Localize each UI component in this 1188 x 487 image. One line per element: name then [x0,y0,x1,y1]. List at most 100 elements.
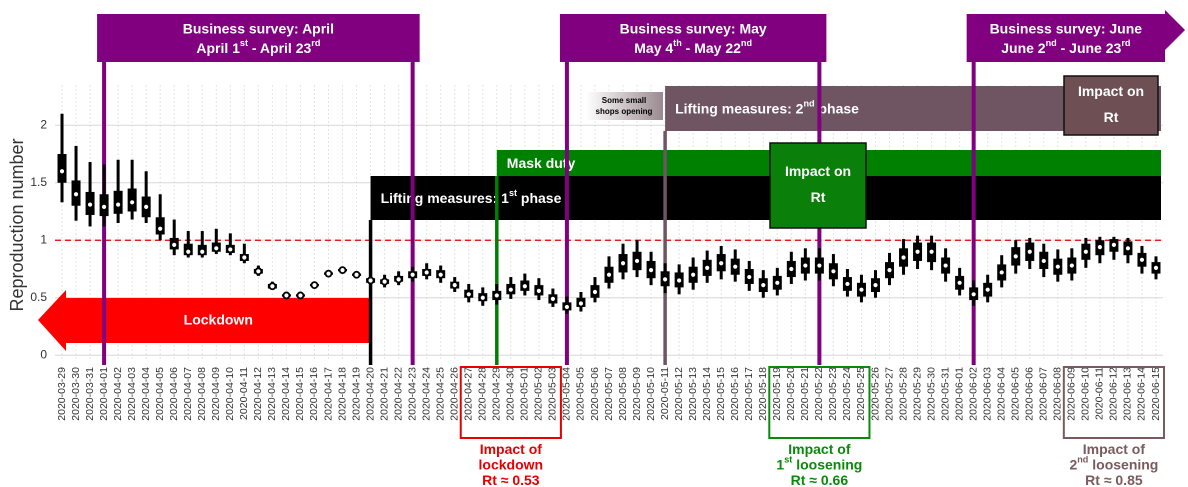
phase-label: Lifting measures: 2nd phase [675,99,859,116]
survey-dates-part: st [240,38,248,48]
x-tick-label: 2020-05-05 [575,367,587,421]
x-tick-label: 2020-05-07 [603,367,615,421]
y-tick-label: 2 [40,117,47,131]
x-tick-label: 2020-04-29 [491,367,503,421]
median-point [324,269,333,278]
x-tick-label: 2020-04-19 [350,367,362,421]
median-point [254,267,263,276]
impact-label-part: loosening [792,456,862,472]
median-point [296,291,305,300]
x-tick-label: 2020-04-04 [140,367,152,421]
impact-label-part: Impact of [788,441,851,457]
impact-label: Impact of [1083,441,1146,457]
x-tick-label: 2020-05-23 [827,367,839,421]
median-point [1011,252,1020,261]
survey-box [966,14,1165,62]
impact-frame [768,366,871,439]
y-tick-label: 1 [40,232,47,246]
survey-dates-part: - June 23 [1057,40,1122,56]
median-point [983,285,992,294]
median-point [997,268,1006,277]
x-tick-label: 2020-05-14 [701,367,713,421]
note-label: shops opening [596,107,653,116]
impact-label: Impact of [788,441,851,457]
survey-dates-part: nd [1046,38,1057,48]
phase-label: Lifting measures: 1st phase [381,188,562,205]
impact-label: 1st loosening [776,455,862,472]
x-tick-label: 2020-05-15 [715,367,727,421]
x-tick-label: 2020-04-16 [308,367,320,421]
impact-label-part: Rt ≈ 0.85 [1085,472,1143,487]
outer-interval [200,231,204,258]
impact-box [769,142,867,229]
x-tick-label: 2020-05-31 [939,367,951,421]
x-tick-label: 2020-03-29 [56,367,68,421]
median-point [927,247,936,256]
median-point [619,259,627,268]
x-tick-label: 2020-05-10 [645,367,657,421]
survey-dates-part: th [673,38,682,48]
survey-dates: April 1st - April 23rd [196,38,320,55]
median-point [871,281,880,290]
x-tick-label: 2020-04-09 [210,367,222,421]
impact-label: Impact of [480,441,543,457]
median-point [212,244,221,253]
median-point [506,285,515,294]
lockdown-label: Lockdown [184,312,253,328]
median-point [731,262,740,271]
x-tick-label: 2020-05-09 [631,367,643,421]
median-point [801,261,810,270]
survey-title: Business survey: May [620,21,767,37]
x-tick-label: 2020-06-03 [981,367,993,421]
x-tick-label: 2020-05-17 [743,367,755,421]
x-tick-label: 2020-04-10 [224,367,236,421]
x-tick-label: 2020-04-26 [449,367,461,421]
median-point [745,273,754,281]
x-tick-label: 2020-06-15 [1150,367,1162,421]
phase-label-part: phase [815,100,860,116]
x-tick-label: 2020-06-09 [1066,367,1078,421]
median-point [969,290,978,299]
x-tick-label: 2020-06-06 [1024,367,1036,421]
x-tick-label: 2020-05-30 [925,367,937,421]
impact-box-label: Impact on [1078,83,1144,99]
x-tick-label: 2020-05-28 [897,367,909,421]
median-point [114,200,123,209]
median-point [759,281,768,290]
x-tick-label: 2020-05-18 [757,367,769,421]
survey-arrow [1165,10,1185,50]
impact-label: 2nd loosening [1069,455,1158,472]
impact-label-part: Rt ≈ 0.53 [482,472,540,487]
phase-label: Mask duty [507,155,576,171]
outer-interval [228,233,232,256]
impact-frame [1062,366,1165,439]
survey-box [97,14,420,62]
median-point [72,190,80,199]
x-tick-label: 2020-05-03 [547,367,559,421]
median-point [773,278,782,287]
survey-title: Business survey: June [990,21,1143,37]
median-point [843,280,852,288]
survey-dates-part: June 2 [1001,40,1046,56]
median-point [591,288,599,296]
impact-label: Rt ≈ 0.66 [791,472,849,487]
x-tick-label: 2020-04-03 [126,367,138,421]
median-point [661,275,670,284]
median-point [492,291,501,300]
median-point [478,293,487,302]
x-tick-label: 2020-06-14 [1136,367,1148,421]
median-point [464,290,473,299]
median-point [703,263,712,272]
x-tick-label: 2020-05-27 [883,367,895,421]
median-point [422,268,431,277]
median-point [170,240,179,249]
x-tick-label: 2020-04-25 [434,367,446,421]
phase-label-part: phase [517,190,562,206]
median-point [955,278,964,287]
y-tick-label: 1.5 [30,175,47,189]
phase-label-part: st [509,188,517,198]
phase-bar [370,176,1162,220]
x-tick-label: 2020-06-02 [967,367,979,421]
x-tick-label: 2020-05-11 [659,367,671,420]
x-tick-label: 2020-04-11 [238,367,250,420]
